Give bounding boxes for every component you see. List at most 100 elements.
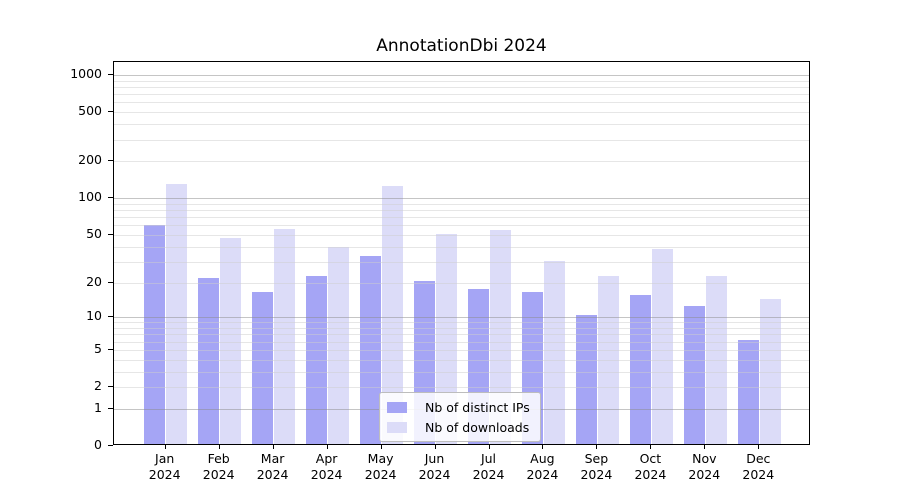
bar-mar-distinct-ips [252, 291, 274, 444]
bar-may-downloads [382, 186, 404, 444]
y-tick-1000 [108, 74, 113, 75]
x-tick-label-nov: Nov 2024 [672, 451, 736, 483]
bar-oct-downloads [651, 248, 673, 444]
x-tick-label-jan: Jan 2024 [133, 451, 197, 483]
y-tick-label-1: 1 [94, 399, 102, 415]
x-tick-label-apr: Apr 2024 [295, 451, 359, 483]
gridline-minor-8 [114, 328, 809, 329]
y-tick-10 [108, 316, 113, 318]
y-tick-label-200: 200 [78, 152, 102, 168]
gridline-major-10 [114, 317, 809, 319]
gridline-minor-80 [114, 210, 809, 211]
x-label-year-mar: 2024 [256, 467, 289, 482]
x-label-month-oct: Oct [639, 451, 662, 466]
legend-swatch-distinct-ips [387, 401, 407, 413]
gridline-minor-50 [114, 234, 809, 236]
x-tick-sep [596, 445, 598, 449]
legend: Nb of distinct IPs Nb of downloads [379, 392, 541, 442]
gridline-major-100 [114, 198, 809, 200]
x-tick-dec [758, 445, 760, 449]
gridline-minor-900 [114, 80, 809, 82]
bar-apr-downloads [328, 247, 350, 444]
x-tick-oct [650, 445, 652, 449]
chart-title: AnnotationDbi 2024 [376, 36, 547, 56]
y-tick-2 [108, 386, 113, 387]
gridline-minor-30 [114, 261, 809, 263]
y-tick-0 [108, 445, 113, 446]
x-label-year-jan: 2024 [148, 467, 181, 482]
x-tick-label-sep: Sep 2024 [564, 451, 628, 483]
x-tick-nov [704, 445, 706, 449]
y-tick-50 [108, 233, 113, 235]
x-tick-jan [164, 445, 166, 449]
x-label-year-aug: 2024 [526, 467, 559, 482]
x-label-month-jul: Jul [480, 451, 497, 466]
x-tick-may [380, 445, 382, 449]
x-label-year-may: 2024 [364, 467, 397, 482]
bar-oct-distinct-ips [629, 295, 651, 444]
gridline-minor-60 [114, 225, 809, 227]
x-label-year-dec: 2024 [742, 467, 775, 482]
bar-feb-downloads [220, 238, 242, 444]
y-tick-200 [108, 160, 113, 162]
x-label-year-apr: 2024 [310, 467, 343, 482]
x-label-month-feb: Feb [207, 451, 230, 466]
gridline-minor-40 [114, 246, 809, 248]
legend-label-distinct-ips: Nb of distinct IPs [425, 399, 530, 415]
x-label-month-aug: Aug [530, 451, 555, 466]
gridline-minor-70 [114, 217, 809, 219]
x-tick-mar [272, 445, 274, 449]
legend-item-distinct-ips: Nb of distinct IPs [387, 399, 530, 415]
x-tick-feb [218, 445, 220, 449]
gridline-minor-2 [114, 387, 809, 388]
x-tick-apr [326, 445, 328, 449]
gridline-minor-90 [114, 203, 809, 205]
gridline-minor-20 [114, 282, 809, 284]
bar-jan-downloads [166, 183, 188, 444]
x-label-month-dec: Dec [746, 451, 771, 466]
x-tick-label-jun: Jun 2024 [403, 451, 467, 483]
x-tick-label-oct: Oct 2024 [618, 451, 682, 483]
y-tick-500 [108, 111, 113, 113]
plot-area: Nb of distinct IPs Nb of downloads [113, 61, 810, 445]
x-tick-label-may: May 2024 [349, 451, 413, 483]
x-tick-label-aug: Aug 2024 [510, 451, 574, 483]
legend-item-downloads: Nb of downloads [387, 419, 530, 435]
x-tick-label-feb: Feb 2024 [187, 451, 251, 483]
x-tick-jun [434, 445, 436, 449]
y-tick-5 [108, 348, 113, 350]
gridline-minor-7 [114, 334, 809, 336]
y-tick-label-50: 50 [86, 225, 102, 241]
bar-sep-distinct-ips [575, 315, 597, 444]
y-tick-label-5: 5 [94, 340, 102, 356]
y-tick-100 [108, 197, 113, 199]
y-tick-label-0: 0 [94, 437, 102, 452]
gridline-minor-200 [114, 161, 809, 163]
gridline-minor-300 [114, 139, 809, 141]
x-tick-label-dec: Dec 2024 [726, 451, 790, 483]
gridline-minor-400 [114, 124, 809, 126]
y-tick-label-2: 2 [94, 378, 102, 393]
x-label-month-jun: Jun [424, 451, 445, 466]
bar-nov-distinct-ips [683, 306, 705, 444]
bar-jun-downloads [436, 233, 458, 444]
x-tick-aug [542, 445, 544, 449]
x-tick-label-jul: Jul 2024 [457, 451, 521, 483]
x-tick-jul [488, 445, 490, 449]
gridline-minor-700 [114, 94, 809, 96]
y-tick-label-500: 500 [78, 103, 102, 119]
x-label-year-jun: 2024 [418, 467, 451, 482]
gridline-minor-9 [114, 322, 809, 324]
bar-aug-downloads [544, 261, 566, 444]
legend-swatch-downloads [387, 421, 407, 433]
gridline-minor-600 [114, 102, 809, 104]
gridline-minor-5 [114, 349, 809, 351]
gridline-minor-800 [114, 87, 809, 88]
x-label-year-jul: 2024 [472, 467, 505, 482]
x-label-year-sep: 2024 [580, 467, 613, 482]
y-tick-label-1000: 1000 [70, 66, 102, 81]
x-label-year-feb: 2024 [202, 467, 235, 482]
legend-label-downloads: Nb of downloads [425, 419, 530, 435]
gridline-minor-3 [114, 371, 809, 373]
